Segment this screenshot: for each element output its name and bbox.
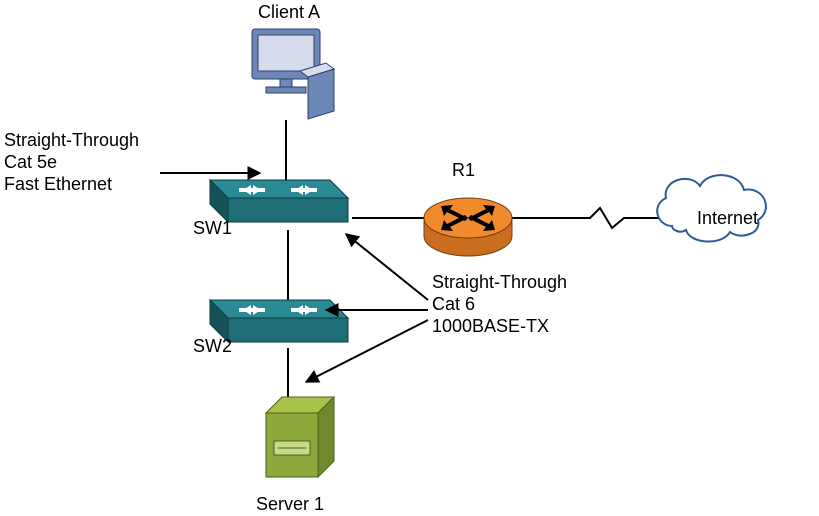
label-sw2: SW2 [193, 336, 232, 356]
server-icon [266, 397, 334, 477]
annotation-0-line-1: Cat 5e [4, 152, 57, 172]
label-internet: Internet [697, 208, 758, 228]
annotation-1-line-0: Straight-Through [432, 272, 567, 292]
annotation-0-line-2: Fast Ethernet [4, 174, 112, 194]
label-sw1: SW1 [193, 218, 232, 238]
annotation-1-line-1: Cat 6 [432, 294, 475, 314]
router-icon [424, 198, 512, 256]
switch-icon [210, 180, 348, 222]
label-clientA: Client A [258, 2, 320, 22]
annotation-arrow [346, 234, 428, 300]
annotation-1-line-2: 1000BASE-TX [432, 316, 549, 336]
links [286, 120, 670, 413]
link-r1-internet [505, 208, 670, 228]
client-pc-icon [252, 29, 334, 119]
label-r1: R1 [452, 160, 475, 180]
annotation-1: Straight-ThroughCat 61000BASE-TX [306, 234, 567, 382]
annotation-0-line-0: Straight-Through [4, 130, 139, 150]
label-server1: Server 1 [256, 494, 324, 514]
